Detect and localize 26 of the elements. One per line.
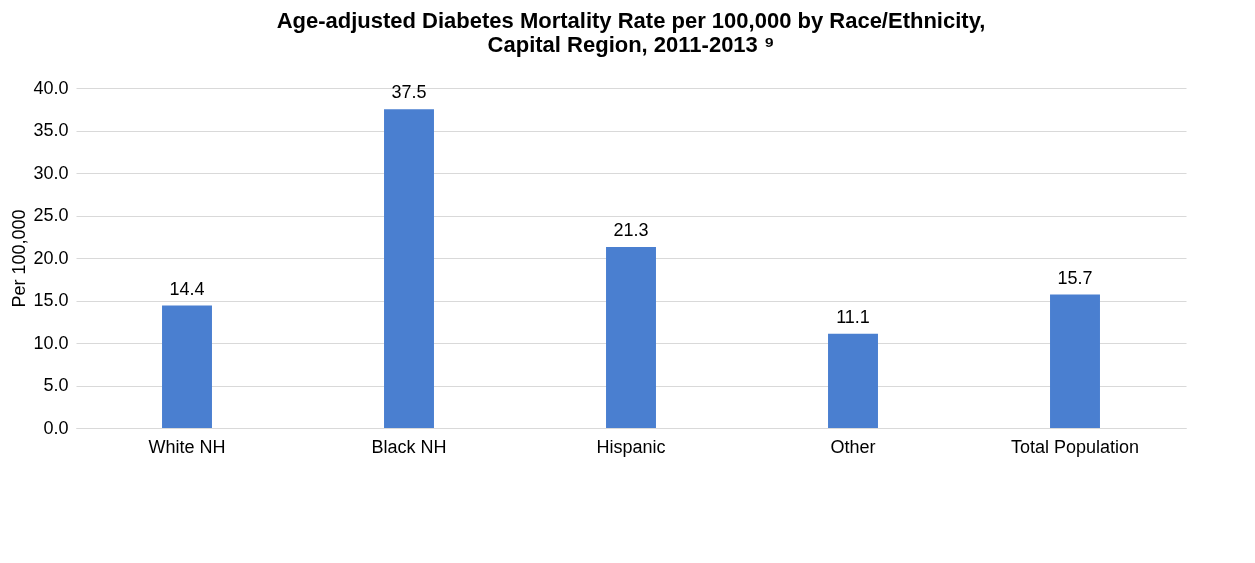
y-tick-label: 5.0 — [43, 375, 69, 395]
y-tick-label: 0.0 — [43, 417, 69, 438]
data-label: 21.3 — [613, 219, 649, 240]
y-axis-title: Per 100,000 — [9, 209, 30, 308]
data-label: 37.5 — [391, 82, 427, 103]
bar — [384, 109, 434, 428]
y-tick-label: 20.0 — [33, 247, 69, 268]
data-label: 14.4 — [169, 278, 205, 299]
x-tick-label: Other — [830, 436, 876, 457]
data-label: 15.7 — [1057, 267, 1093, 288]
bar — [828, 333, 878, 428]
y-tick-label: 25.0 — [33, 205, 69, 225]
y-tick-label: 15.0 — [33, 290, 69, 310]
bar — [162, 305, 212, 428]
bar — [1050, 294, 1100, 428]
x-tick-label: Hispanic — [596, 436, 666, 457]
y-tick-label: 10.0 — [33, 332, 69, 353]
y-tick-label: 30.0 — [33, 162, 69, 183]
x-tick-label: Total Population — [1010, 436, 1140, 457]
y-tick-label: 40.0 — [33, 77, 69, 98]
chart-title: Age-adjusted Diabetes Mortality Rate per 100,000 by Race/Ethnicity, Capital Region, 2011-2013 ⁹ — [276, 8, 986, 57]
data-label: 11.1 — [836, 306, 870, 327]
bar — [606, 246, 656, 428]
y-tick-label: 35.0 — [33, 120, 69, 140]
x-tick-label: Black NH — [371, 436, 447, 457]
x-tick-label: White NH — [148, 436, 226, 457]
